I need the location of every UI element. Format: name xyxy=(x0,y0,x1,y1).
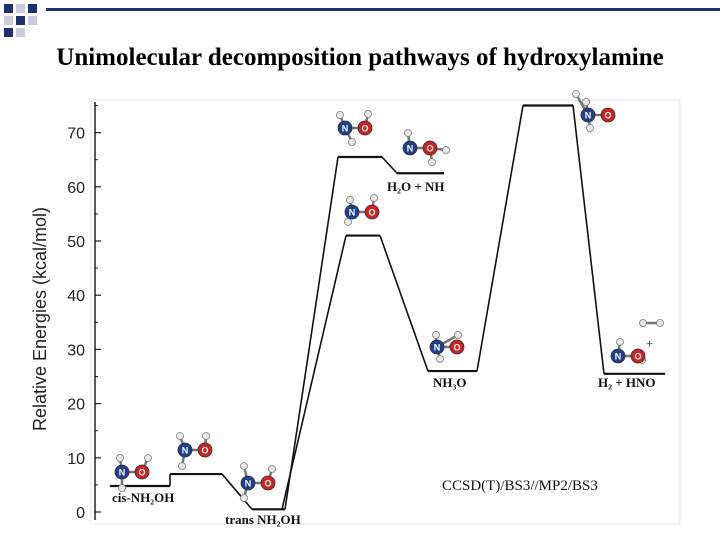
y-tick-label: 10 xyxy=(67,451,85,468)
hydrogen-atom xyxy=(404,129,412,137)
oxygen-atom xyxy=(449,339,465,355)
header-rule xyxy=(46,8,720,11)
hydrogen-atom xyxy=(572,90,580,98)
plus-sign: + xyxy=(646,336,653,351)
nitrogen-atom xyxy=(429,339,445,355)
oxygen-atom xyxy=(600,107,616,123)
hydrogen-atom xyxy=(178,462,186,470)
hydrogen-atom xyxy=(144,454,152,462)
method-label: CCSD(T)/BS3//MP2/BS3 xyxy=(442,478,598,494)
oxygen-atom-label: O xyxy=(368,208,375,218)
slide-title: Unimolecular decomposition pathways of h… xyxy=(56,44,664,71)
hydrogen-atom xyxy=(428,158,436,166)
level-label-trans: trans NH₂OH xyxy=(225,512,301,527)
y-tick-label: 40 xyxy=(67,288,85,305)
oxygen-atom xyxy=(630,348,646,364)
hydrogen-atom xyxy=(240,462,248,470)
level-label-h2o-nh: H₂O + NH xyxy=(387,179,445,194)
oxygen-atom xyxy=(357,120,373,136)
y-tick-label: 70 xyxy=(67,126,85,143)
decor-square xyxy=(16,28,25,37)
hydrogen-atom xyxy=(344,218,352,226)
decor-square xyxy=(16,16,25,25)
nitrogen-atom xyxy=(402,140,418,156)
oxygen-atom-label: O xyxy=(634,352,641,362)
nitrogen-atom-label: N xyxy=(585,111,592,121)
path-connector xyxy=(379,235,429,372)
oxygen-atom xyxy=(422,140,438,156)
nitrogen-atom-label: N xyxy=(434,343,441,353)
decor-square xyxy=(16,4,25,13)
hydrogen-atom xyxy=(348,138,356,146)
oxygen-atom-label: O xyxy=(264,479,271,489)
y-tick-label: 20 xyxy=(67,397,85,414)
plot-frame xyxy=(90,99,681,525)
hydrogen-atom xyxy=(616,338,624,346)
nitrogen-atom-label: N xyxy=(615,352,622,362)
hydrogen-atom xyxy=(268,465,276,473)
oxygen-atom-label: O xyxy=(138,468,145,478)
decor-square xyxy=(4,4,13,13)
path-connector xyxy=(281,235,347,510)
hydrogen-atom xyxy=(336,111,344,119)
oxygen-atom-label: O xyxy=(426,144,433,154)
nitrogen-atom-label: N xyxy=(407,144,414,154)
nitrogen-atom xyxy=(240,475,256,491)
level-label-h2-hno: H₂ + HNO xyxy=(598,375,656,390)
hydrogen-atom xyxy=(656,319,664,327)
y-tick-label: 0 xyxy=(76,505,85,522)
oxygen-atom-label: O xyxy=(453,343,460,353)
nitrogen-atom-label: N xyxy=(245,479,252,489)
y-tick-label: 60 xyxy=(67,180,85,197)
hydrogen-atom xyxy=(116,454,124,462)
decor-square xyxy=(4,28,13,37)
hydrogen-atom xyxy=(639,319,647,327)
nitrogen-atom-label: N xyxy=(349,208,356,218)
hydrogen-atom xyxy=(202,432,210,440)
hydrogen-atom xyxy=(432,331,440,339)
decor-square xyxy=(28,4,37,13)
nitrogen-atom xyxy=(344,204,360,220)
nitrogen-atom xyxy=(580,107,596,123)
oxygen-atom xyxy=(134,464,150,480)
y-axis-label: Relative Energies (kcal/mol) xyxy=(30,207,50,431)
oxygen-atom-label: O xyxy=(201,446,208,456)
oxygen-atom-label: O xyxy=(604,111,611,121)
hydrogen-atom xyxy=(240,494,248,502)
hydrogen-atom xyxy=(442,146,450,154)
path-connector xyxy=(572,105,605,374)
y-tick-label: 50 xyxy=(67,234,85,251)
oxygen-atom xyxy=(197,442,213,458)
decor-square xyxy=(28,16,37,25)
oxygen-atom xyxy=(260,475,276,491)
path-connector xyxy=(221,473,253,510)
oxygen-atom xyxy=(364,204,380,220)
hydrogen-atom xyxy=(118,484,126,492)
hydrogen-atom xyxy=(436,355,444,363)
nitrogen-atom-label: N xyxy=(182,446,189,456)
oxygen-atom-label: O xyxy=(361,124,368,134)
nitrogen-atom-label: N xyxy=(119,468,126,478)
nitrogen-atom-label: N xyxy=(342,124,349,134)
path-connector xyxy=(476,105,524,372)
hydrogen-atom xyxy=(364,110,372,118)
decor-square xyxy=(4,16,13,25)
hydrogen-atom xyxy=(454,331,462,339)
nitrogen-atom xyxy=(337,120,353,136)
nitrogen-atom xyxy=(114,464,130,480)
hydrogen-atom xyxy=(346,196,354,204)
hydrogen-atom xyxy=(370,194,378,202)
level-label-cis: cis-NH₂OH xyxy=(112,490,174,505)
nitrogen-atom xyxy=(177,442,193,458)
level-label-nh3o: NH₃O xyxy=(433,375,467,390)
hydrogen-atom xyxy=(586,124,594,132)
path-connector xyxy=(284,156,339,510)
hydrogen-atom xyxy=(176,432,184,440)
hydrogen-atom xyxy=(582,98,590,106)
path-connector xyxy=(381,156,398,174)
y-tick-label: 30 xyxy=(67,342,85,359)
nitrogen-atom xyxy=(610,348,626,364)
